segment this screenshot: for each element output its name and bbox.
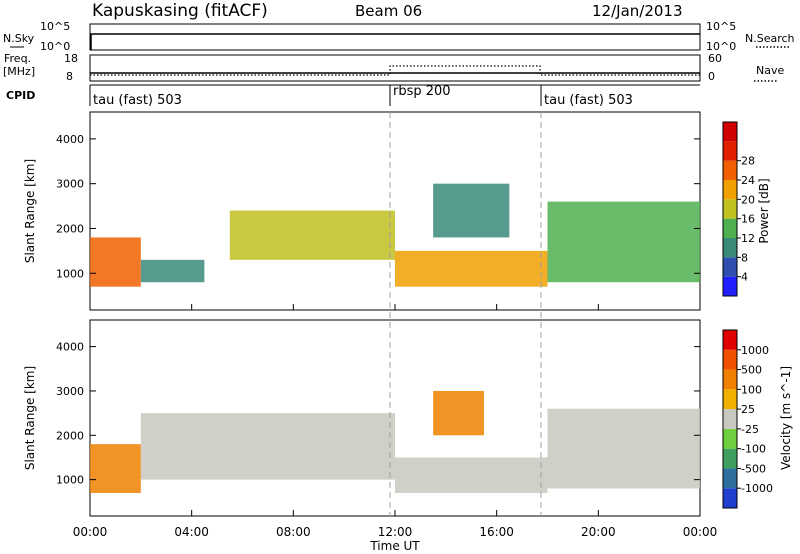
nsky-tick-low: 10^0 — [40, 40, 70, 53]
nave-trace — [90, 65, 700, 76]
nave-tick-low: 0 — [708, 70, 715, 83]
velocity-colorbar-label: Velocity [m s^-1] — [779, 366, 793, 470]
cpid-label: CPID — [6, 89, 35, 102]
y-tick-label: 1000 — [56, 474, 84, 487]
colorbar-swatch — [723, 160, 737, 180]
scatter-region-0-1 — [140, 259, 205, 283]
colorbar-tick-label: 100 — [741, 383, 762, 396]
velocity-colorbar: 1000 500 100 25 -25 -100 -500 -1000 — [722, 329, 773, 509]
colorbar-swatch — [723, 448, 737, 469]
scatter-region-0-5 — [547, 201, 700, 283]
nsky-tick-high: 10^5 — [40, 20, 70, 33]
y-tick-label: 3000 — [56, 178, 84, 191]
scatter-region-1-0 — [90, 444, 141, 493]
x-tick-label: 16:00 — [479, 525, 514, 539]
colorbar-swatch — [723, 180, 737, 200]
colorbar-swatch — [723, 238, 737, 258]
colorbar-tick-label: 500 — [741, 364, 762, 377]
colorbar-frame — [722, 121, 738, 297]
nsky-label: N.Sky — [3, 32, 35, 45]
colorbar-tick-label: 20 — [741, 193, 755, 206]
velocity-y-ticks: 1000 2000 3000 4000 — [56, 341, 700, 487]
y-tick-label: 1000 — [56, 267, 84, 280]
colorbar-tick-label: -500 — [741, 462, 766, 475]
colorbar-tick-label: 25 — [741, 403, 755, 416]
colorbar-swatch — [723, 122, 737, 142]
scatter-region-0-4 — [433, 183, 510, 238]
freq-unit-label: [MHz] — [3, 65, 35, 78]
colorbar-tick-label: 24 — [741, 174, 755, 187]
freq-tick-low: 8 — [66, 70, 73, 83]
colorbar-swatch — [723, 141, 737, 161]
colorbar-tick-label: -100 — [741, 443, 766, 456]
station-title: Kapuskasing (fitACF) — [92, 1, 268, 21]
colorbar-tick-label: 1000 — [741, 344, 769, 357]
scatter-region-0-2 — [229, 210, 395, 260]
nsky-panel-frame — [89, 23, 701, 51]
colorbar-swatch — [723, 428, 737, 449]
colorbar-frame — [722, 329, 738, 509]
scatter-region-1-4 — [547, 408, 700, 489]
x-tick-label: 12:00 — [378, 525, 413, 539]
colorbar-swatch — [723, 276, 737, 296]
colorbar-swatch — [723, 199, 737, 219]
power-y-ticks: 1000 2000 3000 4000 — [56, 133, 700, 280]
colorbar-swatch — [723, 409, 737, 429]
colorbar-tick-label: -25 — [741, 423, 759, 436]
scatter-region-1-2 — [395, 457, 548, 493]
y-tick-label: 2000 — [56, 222, 84, 235]
cpid-segment-1: tau (fast) 503 — [93, 93, 182, 108]
nsky-right-tick-high: 10^5 — [706, 20, 736, 33]
power-colorbar-label: Power [dB] — [757, 178, 771, 243]
colorbar-tick-label: 28 — [741, 155, 755, 168]
nsearch-label: N.Search — [745, 32, 795, 45]
colorbar-swatch — [723, 330, 737, 350]
scatter-region-0-3 — [395, 250, 548, 287]
colorbar-swatch — [723, 389, 737, 410]
freq-tick-high: 18 — [64, 52, 78, 65]
beam-title: Beam 06 — [355, 2, 422, 20]
x-tick-label: 04:00 — [174, 525, 209, 539]
power-colorbar: 4 8 12 16 20 24 28 — [722, 121, 755, 297]
colorbar-tick-label: 16 — [741, 213, 755, 226]
scatter-region-1-1 — [140, 413, 395, 480]
colorbar-tick-label: -1000 — [741, 482, 773, 495]
date-title: 12/Jan/2013 — [592, 2, 683, 20]
colorbar-tick-label: 12 — [741, 232, 755, 245]
x-tick-label: 08:00 — [276, 525, 311, 539]
nave-label: Nave — [756, 64, 784, 77]
colorbar-swatch — [723, 488, 737, 508]
colorbar-swatch — [723, 218, 737, 238]
colorbar-tick-label: 8 — [741, 251, 748, 264]
y-tick-label: 4000 — [56, 341, 84, 354]
y-tick-label: 3000 — [56, 385, 84, 398]
colorbar-tick-label: 4 — [741, 271, 748, 284]
colorbar-swatch — [723, 257, 737, 277]
freq-label: Freq. — [4, 52, 31, 65]
nave-tick-high: 60 — [708, 52, 722, 65]
cpid-segment-2: rbsp 200 — [393, 84, 451, 99]
scatter-region-1-3 — [433, 390, 484, 436]
cpid-segment-3: tau (fast) 503 — [544, 93, 633, 108]
y-tick-label: 2000 — [56, 429, 84, 442]
freq-panel-frame — [89, 54, 701, 82]
power-heatmap — [90, 183, 700, 287]
x-tick-label: 00:00 — [683, 525, 718, 539]
power-y-axis-label: Slant Range [km] — [23, 159, 37, 263]
x-axis-label: Time UT — [369, 539, 420, 553]
colorbar-swatch — [723, 468, 737, 489]
scatter-region-0-0 — [90, 237, 141, 287]
y-tick-label: 4000 — [56, 133, 84, 146]
colorbar-swatch — [723, 369, 737, 390]
x-tick-label: 00:00 — [73, 525, 108, 539]
x-tick-label: 20:00 — [581, 525, 616, 539]
velocity-heatmap — [90, 390, 700, 493]
velocity-y-axis-label: Slant Range [km] — [23, 366, 37, 470]
nsky-right-tick-low: 10^0 — [706, 40, 736, 53]
x-axis-ticks: 00:00 04:00 08:00 12:00 16:00 20:00 00:00 — [73, 304, 718, 539]
colorbar-swatch — [723, 349, 737, 370]
